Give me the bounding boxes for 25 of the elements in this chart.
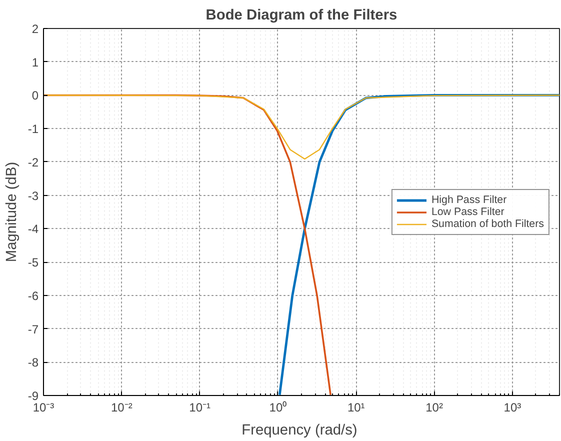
y-tick-label: -7: [28, 322, 39, 336]
y-tick-label: 1: [32, 55, 39, 70]
x-tick-label: 10¹: [347, 400, 365, 414]
x-tick-label: 10²: [426, 400, 443, 414]
x-tick-label: 10⁰: [269, 400, 287, 414]
legend-label: High Pass Filter: [431, 194, 507, 206]
x-axis-title: Frequency (rad/s): [242, 422, 358, 438]
y-tick-label: 2: [32, 22, 39, 36]
y-tick-label: -1: [28, 122, 39, 136]
y-tick-label: -5: [28, 256, 39, 270]
chart-title: Bode Diagram of the Filters: [206, 8, 398, 24]
y-axis-title: Magnitude (dB): [4, 162, 20, 262]
legend-label: Sumation of both Filters: [431, 218, 544, 230]
y-tick-label: -3: [28, 188, 39, 203]
y-tick-label: 0: [32, 88, 39, 103]
y-tick-label: -6: [28, 288, 39, 303]
x-tick-label: 10⁻³: [32, 400, 54, 414]
x-tick-label: 10³: [504, 400, 522, 414]
y-tick-label: -4: [28, 222, 39, 236]
y-tick-label: -8: [28, 356, 39, 370]
legend-label: Low Pass Filter: [431, 206, 504, 218]
y-tick-label: -9: [28, 389, 39, 403]
x-tick-label: 10⁻¹: [189, 400, 210, 414]
x-tick-label: 10⁻²: [110, 400, 132, 414]
y-tick-label: -2: [28, 155, 39, 170]
